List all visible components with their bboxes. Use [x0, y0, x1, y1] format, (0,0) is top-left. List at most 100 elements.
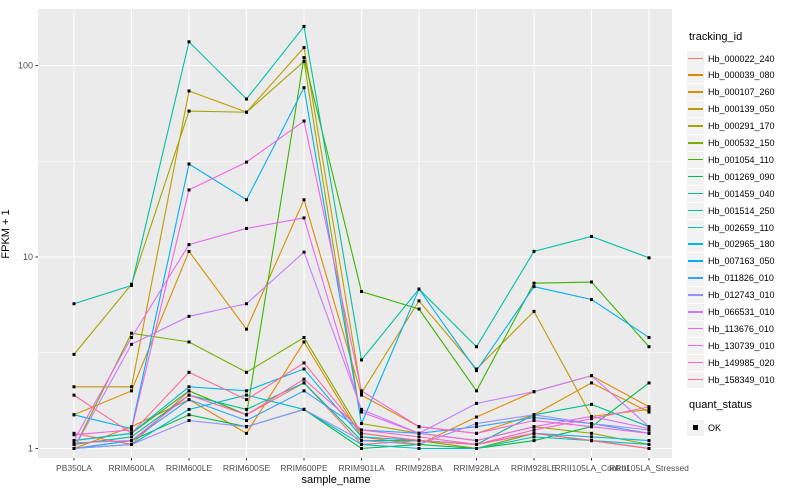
legend-item-label: Hb_002659_110 [708, 222, 774, 233]
data-point-Hb_001054_110 [590, 280, 593, 284]
legend-item-Hb_000139_050: Hb_000139_050 [687, 101, 775, 118]
legend-item-label: Hb_000291_170 [708, 121, 775, 132]
data-point-Hb_000291_170 [187, 109, 191, 113]
data-point-Hb_012743_010 [130, 442, 133, 446]
legend-item-Hb_000107_260: Hb_000107_260 [687, 84, 775, 101]
data-point-Hb_000291_170 [302, 59, 306, 63]
legend-key-line-icon [687, 253, 704, 270]
data-point-Hb_000291_170 [590, 431, 593, 435]
legend-key-line-icon [687, 67, 704, 84]
data-point-Hb_066531_010 [360, 407, 363, 411]
data-point-Hb_113676_010 [532, 425, 536, 429]
data-point-Hb_001054_110 [475, 389, 478, 393]
data-point-Hb_158349_010 [187, 370, 191, 374]
y-tick-label: 10 [23, 252, 33, 262]
data-point-Hb_001514_250 [72, 302, 76, 306]
data-point-Hb_000139_050 [647, 407, 651, 411]
legend-item-label: Hb_001459_040 [708, 188, 775, 199]
data-point-Hb_000139_050 [417, 299, 421, 303]
data-point-Hb_066531_010 [302, 250, 306, 254]
legend-item-label: Hb_000039_080 [708, 70, 775, 81]
legend-item-Hb_149985_020: Hb_149985_020 [687, 354, 775, 371]
legend-key-line-icon [687, 118, 704, 135]
data-point-Hb_149985_020 [187, 393, 191, 397]
legend-key-line-icon [687, 354, 704, 371]
data-point-Hb_001054_110 [187, 389, 191, 393]
data-point-Hb_011826_010 [532, 416, 536, 420]
legend-key-line-icon [687, 84, 704, 101]
legend-key-line-icon [687, 151, 704, 168]
data-point-Hb_000139_050 [72, 385, 76, 389]
legend-item-label: Hb_011826_010 [708, 273, 774, 284]
data-point-Hb_002659_110 [360, 442, 363, 446]
legend-item-Hb_000039_080: Hb_000039_080 [687, 67, 775, 84]
data-point-Hb_001054_110 [532, 281, 536, 285]
data-point-Hb_149985_020 [360, 428, 363, 432]
legend-item-Hb_066531_010: Hb_066531_010 [687, 304, 775, 321]
data-point-Hb_000107_260 [360, 393, 363, 397]
legend-item-label: Hb_149985_020 [708, 357, 775, 368]
data-point-Hb_001269_090 [647, 381, 651, 385]
legend-item-Hb_011826_010: Hb_011826_010 [687, 270, 774, 287]
data-point-Hb_002965_180 [360, 435, 363, 439]
data-point-Hb_007163_050 [590, 297, 593, 301]
x-tick-label: RRIM928BA [395, 463, 443, 473]
data-point-Hb_001269_090 [532, 439, 536, 443]
legend-item-label: Hb_001054_110 [708, 154, 774, 165]
legend-item-label: Hb_158349_010 [708, 374, 775, 385]
data-point-Hb_158349_010 [245, 398, 248, 402]
data-point-Hb_158349_010 [130, 431, 133, 435]
legend-item-label: Hb_000139_050 [708, 104, 775, 115]
black-square-point-icon [687, 419, 704, 436]
data-point-Hb_001514_250 [130, 283, 133, 287]
data-point-Hb_130739_010 [245, 160, 248, 164]
quant-status-title: quant_status [689, 399, 752, 411]
data-point-Hb_002965_180 [647, 439, 651, 443]
legend-key-line-icon [687, 337, 704, 354]
data-point-Hb_149985_020 [72, 441, 76, 445]
data-point-Hb_000532_150 [302, 335, 306, 339]
data-point-Hb_000532_150 [130, 331, 133, 335]
data-point-Hb_011826_010 [475, 425, 478, 429]
data-point-Hb_149985_020 [590, 417, 593, 421]
legend-item-label: Hb_113676_010 [708, 323, 774, 334]
x-tick-label: RRIM901LA [338, 463, 385, 473]
data-point-Hb_113676_010 [130, 335, 133, 339]
data-point-Hb_000532_150 [245, 370, 248, 374]
y-tick-label: 100 [18, 61, 33, 71]
data-point-Hb_012743_010 [475, 422, 478, 426]
data-point-Hb_001054_110 [647, 345, 651, 349]
legend-key-line-icon [687, 219, 704, 236]
data-point-Hb_000039_080 [302, 340, 306, 344]
legend-item-Hb_012743_010: Hb_012743_010 [687, 287, 775, 304]
data-point-Hb_000139_050 [130, 385, 133, 389]
data-point-Hb_066531_010 [72, 447, 76, 450]
data-point-Hb_001459_040 [130, 435, 133, 439]
data-point-Hb_001514_250 [245, 97, 248, 101]
data-point-Hb_000139_050 [360, 391, 363, 395]
data-point-Hb_113676_010 [187, 243, 191, 247]
x-tick-label: RRIM600LA [108, 463, 155, 473]
data-point-Hb_012743_010 [302, 407, 306, 411]
data-point-Hb_113676_010 [475, 439, 478, 443]
data-point-Hb_130739_010 [187, 188, 191, 192]
data-point-Hb_001054_110 [417, 307, 421, 311]
data-point-Hb_113676_010 [302, 216, 306, 220]
legend-item-label: Hb_066531_010 [708, 307, 775, 317]
data-point-Hb_000039_080 [130, 425, 133, 429]
data-point-Hb_007163_050 [187, 162, 191, 166]
data-point-Hb_007163_050 [647, 335, 651, 339]
data-point-Hb_012743_010 [360, 439, 363, 443]
quant-status-item: OK [687, 419, 799, 436]
data-point-Hb_001514_250 [532, 249, 536, 253]
data-point-Hb_012743_010 [590, 422, 593, 426]
data-point-Hb_001459_040 [72, 442, 76, 446]
data-point-Hb_002965_180 [245, 389, 248, 393]
data-point-Hb_158349_010 [360, 431, 363, 435]
data-point-Hb_113676_010 [417, 431, 421, 435]
data-point-Hb_000291_170 [245, 110, 248, 114]
data-point-Hb_007163_050 [302, 86, 306, 90]
data-point-Hb_149985_020 [417, 435, 421, 439]
y-axis-title: FPKM + 1 [0, 209, 12, 259]
data-point-Hb_130739_010 [72, 433, 76, 437]
